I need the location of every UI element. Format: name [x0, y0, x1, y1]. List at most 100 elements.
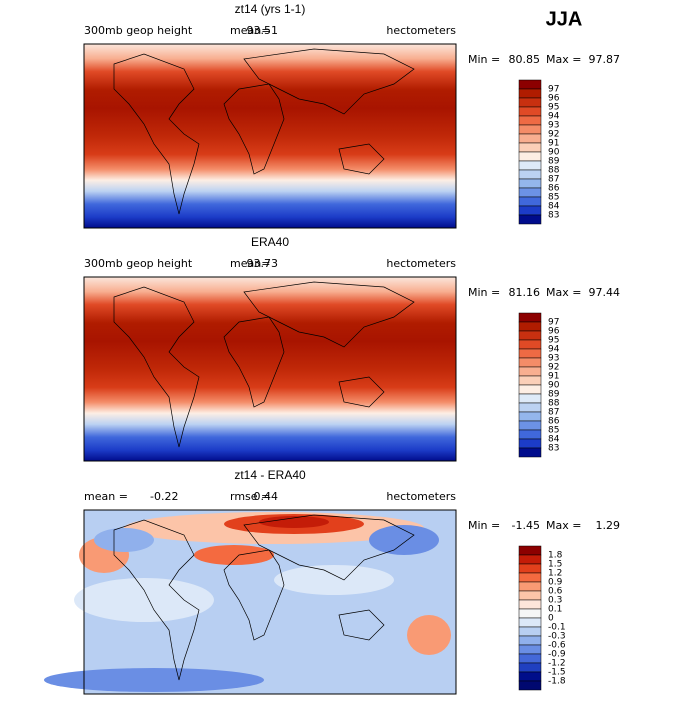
colorbar-box: [518, 187, 542, 198]
colorbar-box: [518, 348, 542, 359]
colorbar-label: 1.8: [548, 551, 563, 561]
min-label: Min =: [468, 53, 500, 66]
colorbar-box: [518, 330, 542, 341]
map: [44, 509, 457, 695]
colorbar-box: [518, 635, 542, 646]
colorbar-box: [518, 115, 542, 126]
colorbar-box: [518, 151, 542, 162]
colorbar-box: [518, 438, 542, 449]
colorbar-label: 0.1: [548, 605, 562, 615]
panel-title: ERA40: [251, 235, 289, 249]
colorbar-box: [518, 402, 542, 413]
colorbar-label: 84: [548, 202, 560, 212]
colorbar-label: 97: [548, 318, 559, 328]
stat-value: 0.44: [254, 490, 279, 503]
colorbar-label: 0.6: [548, 587, 563, 597]
stat-label: rmse =: [230, 490, 270, 503]
left-label: mean =: [84, 490, 128, 503]
colorbar-box: [518, 429, 542, 440]
units: hectometers: [386, 24, 456, 37]
colorbar-label: 94: [548, 345, 560, 355]
anomaly-patch: [74, 578, 214, 622]
colorbar-box: [518, 142, 542, 153]
colorbar-box: [518, 133, 542, 144]
colorbar-label: 86: [548, 184, 560, 194]
colorbar-box: [518, 393, 542, 404]
colorbar-box: [518, 196, 542, 207]
colorbar-box: [518, 554, 542, 565]
colorbar-label: -1.2: [548, 659, 566, 669]
colorbar-box: [518, 671, 542, 682]
colorbar-label: 93: [548, 354, 559, 364]
max-label: Max =: [546, 286, 581, 299]
map-frame: [83, 43, 457, 229]
min-label: Min =: [468, 519, 500, 532]
map-frame: [83, 276, 457, 462]
colorbar-box: [518, 169, 542, 180]
colorbar-label: -1.5: [548, 668, 566, 678]
colorbar-label: 0.3: [548, 596, 562, 606]
colorbar-box: [518, 384, 542, 395]
colorbar-box: [518, 79, 542, 90]
colorbar-label: 83: [548, 211, 559, 221]
colorbar-label: 91: [548, 139, 559, 149]
colorbar-box: [518, 357, 542, 368]
colorbar-box: [518, 608, 542, 619]
colorbar-box: [518, 205, 542, 216]
colorbar-label: 97: [548, 85, 559, 95]
max-label: Max =: [546, 53, 581, 66]
colorbar-box: [518, 662, 542, 673]
map-frame: [83, 509, 457, 695]
colorbar-box: [518, 545, 542, 556]
units: hectometers: [386, 490, 456, 503]
colorbar-box: [518, 411, 542, 422]
max-value: 97.44: [589, 286, 621, 299]
colorbar-label: 93: [548, 121, 559, 131]
anomaly-patch: [274, 565, 394, 595]
colorbar-box: [518, 581, 542, 592]
min-label: Min =: [468, 286, 500, 299]
panel-title: zt14 - ERA40: [234, 468, 306, 482]
colorbar-label: -0.6: [548, 641, 566, 651]
colorbar-box: [518, 178, 542, 189]
colorbar-label: 91: [548, 372, 559, 382]
colorbar-box: [518, 680, 542, 691]
colorbar-label: -0.9: [548, 650, 566, 660]
colorbar-box: [518, 563, 542, 574]
left-label: 300mb geop height: [84, 24, 193, 37]
anomaly-patch: [369, 525, 439, 555]
stat-label: mean=: [230, 257, 270, 270]
colorbar-box: [518, 339, 542, 350]
colorbar-box: [518, 617, 542, 628]
max-label: Max =: [546, 519, 581, 532]
anomaly-patch: [94, 528, 154, 552]
colorbar-box: [518, 312, 542, 323]
colorbar-label: 89: [548, 390, 560, 400]
colorbar-box: [518, 590, 542, 601]
colorbar-label: 85: [548, 193, 559, 203]
colorbar-box: [518, 124, 542, 135]
colorbar-label: 87: [548, 175, 559, 185]
colorbar-label: 87: [548, 408, 559, 418]
colorbar-box: [518, 88, 542, 99]
colorbar-label: 1.2: [548, 569, 562, 579]
colorbar-box: [518, 106, 542, 117]
colorbar-label: 84: [548, 435, 560, 445]
anomaly-patch: [194, 545, 274, 565]
anomaly-patch: [259, 516, 329, 528]
colorbar-label: 96: [548, 327, 560, 337]
colorbar-label: 86: [548, 417, 560, 427]
colorbar-box: [518, 214, 542, 225]
colorbar-box: [518, 420, 542, 431]
colorbar-box: [518, 626, 542, 637]
colorbar-box: [518, 160, 542, 171]
left-value: -0.22: [150, 490, 178, 503]
colorbar-label: 85: [548, 426, 559, 436]
colorbar-box: [518, 447, 542, 458]
max-value: 1.29: [596, 519, 621, 532]
colorbar-label: 95: [548, 103, 559, 113]
colorbar-box: [518, 97, 542, 108]
map-field: [84, 277, 456, 461]
colorbar-box: [518, 653, 542, 664]
